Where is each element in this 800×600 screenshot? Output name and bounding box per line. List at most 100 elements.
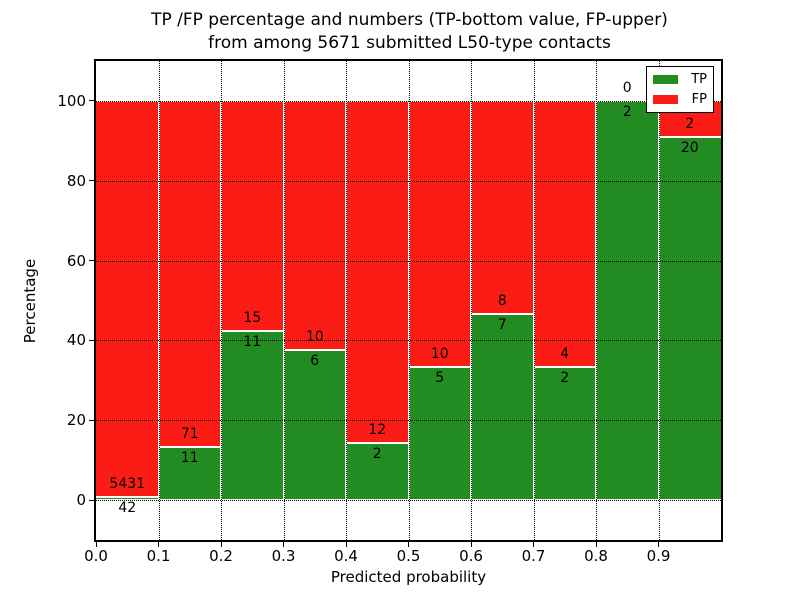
gridline-vertical: [596, 61, 597, 540]
bar-fp-segment: [408, 100, 471, 368]
bar-fp-segment: [221, 100, 284, 332]
tp-count-label: 2: [372, 446, 382, 463]
x-tick: [283, 541, 284, 547]
tp-count-label: 2: [622, 103, 632, 120]
legend-item-tp: TP: [653, 72, 707, 87]
gridline-vertical: [471, 61, 472, 540]
gridline-vertical: [533, 61, 535, 540]
bar-edge-boundary: [408, 366, 471, 369]
x-tick: [95, 541, 97, 547]
x-tick: [595, 541, 597, 547]
x-tick: [533, 541, 534, 547]
y-axis-label: Percentage: [21, 258, 39, 344]
x-tick-label: 0.2: [209, 547, 233, 565]
bar-tp-segment: [283, 350, 346, 501]
x-tick-label: 0.7: [521, 547, 546, 565]
gridline-vertical: [658, 61, 660, 540]
fp-count-label: 0: [622, 79, 632, 96]
fp-count-label: 10: [305, 329, 324, 346]
bar-edge-boundary: [221, 330, 284, 333]
bar-tp-segment: [471, 313, 534, 501]
bar-fp-segment: [158, 100, 221, 447]
x-tick-label: 0.9: [646, 547, 671, 565]
tp-count-label: 6: [310, 353, 320, 370]
y-tick: [89, 339, 95, 341]
x-tick: [658, 541, 659, 547]
plot-area: 5431 42 71 11 15 11 10 6 12 2 10 5 8 7 4 2 0 2 2 20: [94, 59, 723, 542]
chart-title: TP /FP percentage and numbers (TP-bottom…: [96, 9, 723, 55]
y-tick: [89, 180, 95, 182]
y-tick-label: 40: [66, 331, 86, 350]
fp-count-label: 2: [685, 116, 695, 133]
x-tick-label: 0.8: [584, 547, 608, 565]
x-tick-label: 0.1: [146, 547, 171, 565]
bar-tp-segment: [533, 367, 596, 501]
legend-swatch-tp-icon: [653, 75, 678, 84]
gridline-vertical: [283, 61, 285, 540]
fp-count-label: 4: [560, 346, 570, 363]
x-tick: [158, 541, 159, 547]
bar-fp-segment: [283, 100, 346, 351]
bar-tp-segment: [408, 367, 471, 501]
y-tick-label: 60: [66, 251, 86, 270]
chart-title-line1: TP /FP percentage and numbers (TP-bottom…: [151, 10, 668, 30]
gridline-vertical: [346, 61, 347, 540]
x-tick: [408, 541, 409, 547]
tp-count-label: 20: [680, 140, 699, 157]
x-tick-label: 0.0: [84, 547, 108, 565]
x-tick-label: 0.3: [271, 547, 296, 565]
gridline-vertical: [408, 61, 410, 540]
x-tick-label: 0.6: [459, 547, 483, 565]
bar-fp-segment: [96, 100, 159, 497]
x-tick-label: 0.4: [334, 547, 358, 565]
fp-count-label: 8: [497, 292, 507, 309]
bar-tp-segment: [658, 137, 721, 501]
fp-count-label: 5431: [109, 476, 146, 492]
tp-count-label: 2: [560, 370, 570, 387]
y-tick-label: 20: [66, 411, 86, 430]
tp-count-label: 42: [118, 500, 137, 516]
y-tick: [89, 419, 95, 421]
x-tick-label: 0.5: [396, 547, 421, 565]
x-tick: [345, 541, 347, 547]
plot-canvas: 5431 42 71 11 15 11 10 6 12 2 10 5 8 7 4 2 0 2 2 20: [96, 61, 721, 540]
bar-edge-boundary: [346, 442, 409, 445]
x-tick: [220, 541, 222, 547]
y-tick: [89, 260, 95, 262]
bar-edge-boundary: [158, 445, 221, 448]
gridline-vertical: [221, 61, 222, 540]
bar-fp-segment: [471, 100, 534, 314]
y-tick-label: 80: [66, 171, 86, 190]
y-tick: [89, 499, 95, 501]
bar-tp-segment: [158, 446, 221, 501]
tp-count-label: 11: [180, 449, 199, 466]
bar-fp-segment: [346, 100, 409, 444]
bar-edge-boundary: [533, 366, 596, 369]
bar-tp-segment: [221, 331, 284, 501]
bar-edge-boundary: [96, 496, 159, 498]
bar-edge-boundary: [658, 136, 721, 139]
tp-count-label: 7: [497, 316, 507, 333]
legend-label-tp: TP: [691, 72, 707, 87]
fp-count-label: 10: [430, 346, 449, 363]
tp-count-label: 11: [243, 334, 262, 351]
y-tick-label: 0: [76, 491, 86, 510]
bar-edge-boundary: [283, 349, 346, 352]
legend: TP FP: [646, 66, 714, 113]
x-axis-label: Predicted probability: [330, 568, 487, 586]
legend-label-fp: FP: [691, 92, 707, 107]
chart-title-line2: from among 5671 submitted L50-type conta…: [208, 33, 611, 53]
bar-edge-boundary: [471, 312, 534, 315]
x-tick: [470, 541, 472, 547]
y-tick-label: 100: [57, 91, 86, 110]
bar-tp-segment: [346, 443, 409, 501]
tp-count-label: 5: [435, 370, 445, 387]
fp-count-label: 71: [180, 425, 199, 442]
y-tick: [89, 100, 95, 102]
gridline-vertical: [158, 61, 160, 540]
bar-fp-segment: [533, 100, 596, 368]
legend-item-fp: FP: [653, 92, 707, 107]
fp-count-label: 15: [243, 310, 262, 327]
fp-count-label: 12: [368, 422, 387, 439]
